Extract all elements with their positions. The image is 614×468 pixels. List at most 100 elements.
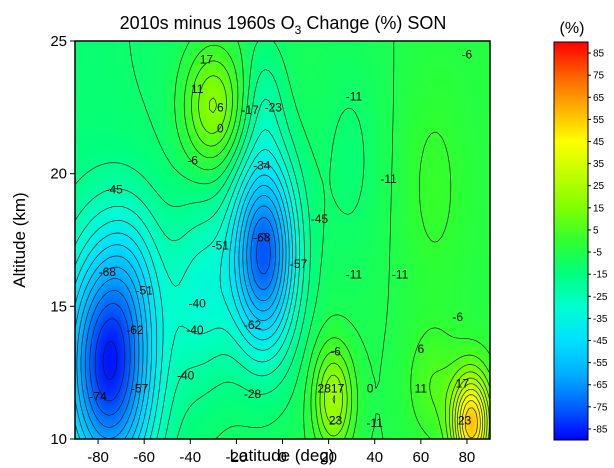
contour-label-23: -40 (186, 323, 204, 337)
contour-label-18: -11 (346, 268, 363, 282)
contour-line-10 (74, 129, 301, 440)
x-axis: -80 -60 -40 -20 0 20 40 60 80 (87, 439, 475, 466)
x-tick-label: 60 (412, 449, 429, 466)
plot-area: 17 11 6 0 -17 -23 -11 -6 -6 -34 -45 -11 -45 -51 -68 -68… (74, 40, 491, 440)
colorbar-tick-label: 45 (593, 137, 605, 148)
contour-line-7 (74, 174, 290, 440)
contour-line-3 (84, 217, 277, 428)
contour-label-28: -57 (131, 382, 149, 396)
colorbar-tick-label: -85 (593, 424, 608, 435)
contour-label-32: 11 (415, 382, 428, 396)
contour-label-7: -6 (462, 47, 473, 61)
contour-line-14 (174, 40, 395, 440)
contour-label-10: -45 (106, 183, 124, 197)
contour-label-36: -11 (366, 416, 383, 430)
contour-label-20: -40 (189, 297, 207, 311)
contour-line-9 (74, 149, 297, 440)
colorbar-tick-label: -35 (593, 314, 608, 325)
contour-label-2: 6 (217, 100, 224, 114)
contour-label-19: -11 (392, 268, 409, 282)
contour-label-14: -68 (253, 230, 271, 244)
x-tick-label: -20 (226, 449, 248, 466)
x-tick-label: 80 (459, 449, 476, 466)
colorbar-title: (%) (560, 20, 585, 37)
colorbar-tick-label: 85 (593, 49, 605, 60)
contour-label-25: -6 (330, 344, 341, 358)
contour-label-29: -28 (244, 387, 262, 401)
contour-label-34: -74 (89, 390, 107, 404)
contour-line-0 (102, 340, 118, 381)
contour-label-0: 17 (200, 53, 214, 67)
colorbar-tick-label: 75 (593, 71, 605, 82)
contour-line-15 (183, 44, 491, 440)
contour-label-3: 0 (217, 122, 224, 136)
x-tick-label: 20 (320, 449, 337, 466)
colorbar-tick-label: 5 (593, 225, 599, 236)
contour-label-5: -23 (265, 100, 283, 114)
y-tick-label: 25 (50, 33, 67, 50)
y-tick-label: 15 (50, 298, 67, 315)
contour-line-4 (80, 205, 280, 439)
contour-line-1 (94, 318, 126, 402)
contour-label-33: 17 (456, 376, 470, 390)
y-axis: 10 15 20 25 (50, 33, 75, 448)
contour-labels: 17 11 6 0 -17 -23 -11 -6 -6 -34 -45 -11 -45 -51 -68 -68… (89, 47, 472, 430)
colorbar-tick-label: 65 (593, 93, 605, 104)
contour-line-18 (208, 97, 491, 440)
contour-line-17 (198, 75, 491, 440)
colorbar-ticks: 85 75 65 55 45 35 25 15 5 -5 -15 -25 -35 -45 -55 -65 -75… (588, 49, 608, 435)
contour-label-21: -6 (452, 310, 463, 324)
x-tick-label: 40 (366, 449, 383, 466)
contour-line-6 (74, 185, 287, 440)
contour-line-22 (459, 394, 484, 440)
contour-line-12 (74, 69, 311, 440)
contour-label-11: -11 (380, 172, 397, 186)
x-tick-label: -60 (133, 449, 155, 466)
contour-line-21 (457, 388, 486, 440)
colorbar-tick-label: -5 (593, 248, 602, 259)
colorbar-gradient (553, 41, 589, 441)
colorbar-tick-label: 35 (593, 159, 605, 170)
colorbar-tick-label: -15 (593, 270, 608, 281)
contour-label-15: -68 (99, 265, 117, 279)
colorbar-tick-label: -45 (593, 336, 608, 347)
contour-lines (74, 40, 491, 440)
colorbar-tick-label: 55 (593, 115, 605, 126)
y-tick-label: 20 (50, 166, 67, 183)
contour-label-4: -17 (242, 103, 260, 117)
contour-label-27: -40 (177, 368, 195, 382)
x-tick-label: -80 (87, 449, 109, 466)
colorbar-tick-label: -75 (593, 402, 608, 413)
x-tick-label: -40 (179, 449, 201, 466)
contour-label-8: -6 (187, 153, 198, 167)
contour-label-6: -11 (346, 90, 363, 104)
contour-line-5 (76, 195, 284, 440)
y-tick-label: 10 (50, 431, 67, 448)
y-axis-label: Altitude (km) (10, 192, 29, 287)
contour-line-23 (461, 400, 481, 440)
contour-label-13: -51 (212, 238, 230, 252)
chart-title: 2010s minus 1960s O3 Change (%) SON (120, 13, 447, 37)
colorbar-tick-label: -25 (593, 292, 608, 303)
contour-label-30: 2817 (318, 382, 345, 396)
contour-label-17: -57 (290, 257, 308, 271)
contour-label-31: 0 (367, 382, 374, 396)
contour-line-20 (454, 383, 488, 440)
contour-line-24 (464, 407, 478, 439)
x-axis-label: Latitude (deg) (230, 446, 335, 465)
contour-label-37: 23 (458, 413, 472, 427)
contour-label-26: 6 (417, 342, 424, 356)
colorbar-tick-label: -55 (593, 358, 608, 369)
contour-line-19 (332, 377, 490, 440)
contour-line-2 (89, 233, 271, 416)
colorbar: (%) 85 75 65 55 45 35 25 15 5 -5 -15 -25 -35 -45 -55 -6… (553, 20, 608, 441)
colorbar-tick-label: -65 (593, 380, 608, 391)
colorbar-tick-label: 15 (593, 203, 605, 214)
contour-label-12: -45 (311, 212, 329, 226)
contour-line-16 (191, 60, 491, 440)
contour-label-22: -62 (126, 323, 144, 337)
x-tick-label: 0 (278, 449, 286, 466)
contour-label-9: -34 (253, 159, 271, 173)
contour-label-35: 23 (329, 413, 343, 427)
